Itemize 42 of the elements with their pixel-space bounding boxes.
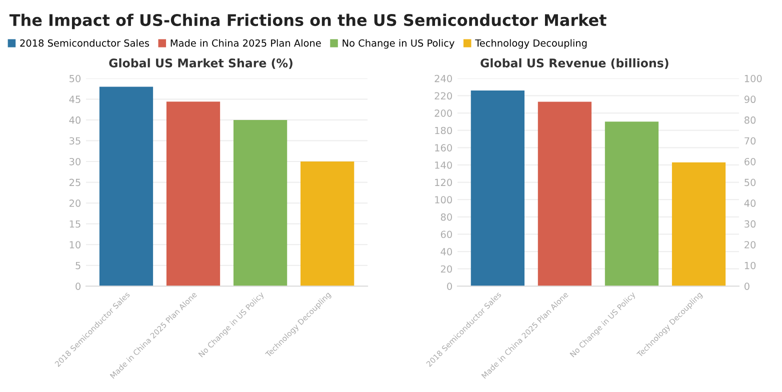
y2-tick-label: 30 bbox=[744, 220, 756, 228]
y2-tick-label: 20 bbox=[744, 241, 756, 248]
y2-tick-label: 50 bbox=[744, 178, 756, 186]
chart-title: Global US Revenue (billions) bbox=[480, 58, 668, 69]
y-tick-label: 40 bbox=[69, 116, 81, 124]
y-tick-label: 20 bbox=[440, 265, 452, 273]
y-tick-label: 0 bbox=[447, 282, 452, 290]
y2-tick-label: 80 bbox=[744, 116, 756, 124]
y-tick-label: 30 bbox=[70, 158, 81, 166]
y-tick-label: 25 bbox=[70, 178, 80, 186]
chart-title: Global US Market Share (%) bbox=[109, 58, 292, 69]
y2-tick-label: 0 bbox=[744, 282, 750, 290]
y-tick-label: 10 bbox=[70, 241, 81, 248]
y-tick-label: 80 bbox=[440, 213, 452, 221]
y-tick-label: 50 bbox=[70, 74, 81, 82]
y2-tick-label: 70 bbox=[744, 137, 756, 145]
y-tick-label: 35 bbox=[70, 137, 80, 145]
y-tick-label: 120 bbox=[435, 178, 452, 186]
y-tick-label: 5 bbox=[76, 262, 80, 270]
y-tick-label: 220 bbox=[434, 92, 452, 100]
y-tick-label: 100 bbox=[435, 196, 452, 204]
y-tick-label: 40 bbox=[440, 248, 452, 256]
y-tick-label: 180 bbox=[435, 126, 452, 134]
y-tick-label: 60 bbox=[440, 230, 452, 238]
legend-label: No Change in US Policy bbox=[342, 39, 454, 49]
text: The Impact of US-China Frictions on the US Semiconductor Market bbox=[9, 14, 606, 30]
y-tick-label: 15 bbox=[70, 220, 80, 228]
y-tick-label: 0 bbox=[76, 282, 81, 290]
y2-tick-label: 10 bbox=[744, 262, 756, 270]
y-tick-label: 240 bbox=[434, 74, 452, 82]
y-tick-label: 160 bbox=[435, 144, 452, 152]
y2-tick-label: 90 bbox=[744, 96, 756, 104]
y-tick-label: 45 bbox=[69, 96, 80, 104]
legend-label: Made in China 2025 Plan Alone bbox=[170, 39, 321, 47]
y-tick-label: 20 bbox=[70, 200, 81, 207]
y2-tick-label: 100 bbox=[744, 74, 762, 82]
y2-tick-label: 40 bbox=[744, 200, 756, 207]
y-tick-label: 200 bbox=[434, 110, 452, 117]
legend-label: Technology Decoupling bbox=[475, 39, 587, 49]
y-tick-label: 140 bbox=[435, 161, 452, 169]
y2-tick-label: 60 bbox=[744, 158, 756, 166]
legend-label: 2018 Semiconductor Sales bbox=[20, 39, 150, 47]
